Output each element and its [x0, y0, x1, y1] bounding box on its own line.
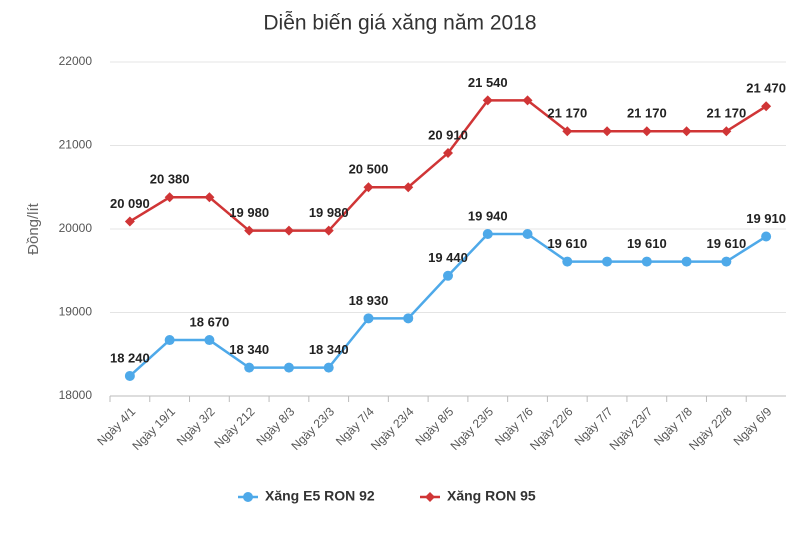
- value-label: 20 500: [349, 162, 389, 177]
- data-point: [244, 225, 255, 236]
- data-point: [641, 256, 652, 267]
- x-tick-label: Ngày 23/7: [607, 404, 656, 453]
- data-point: [164, 192, 175, 203]
- data-point: [363, 182, 374, 193]
- value-label: 18 340: [229, 342, 269, 357]
- data-point: [681, 126, 692, 137]
- x-tick-label: Ngày 6/9: [731, 404, 775, 448]
- data-point: [562, 126, 573, 137]
- value-label: 19 610: [706, 236, 746, 251]
- value-label: 19 980: [229, 205, 269, 220]
- data-point: [522, 229, 533, 240]
- data-point: [482, 229, 493, 240]
- data-point: [204, 335, 215, 346]
- value-label: 19 610: [547, 236, 587, 251]
- value-label: 21 170: [706, 106, 746, 121]
- value-label: 18 340: [309, 342, 349, 357]
- data-point: [283, 225, 294, 236]
- data-point: [562, 256, 573, 267]
- value-label: 21 170: [547, 106, 587, 121]
- y-axis-label: Đồng/lít: [25, 202, 42, 255]
- data-point: [482, 95, 493, 106]
- value-label: 18 240: [110, 350, 150, 365]
- value-label: 20 090: [110, 196, 150, 211]
- value-label: 19 940: [468, 208, 508, 223]
- value-label: 19 980: [309, 205, 349, 220]
- data-point: [323, 362, 334, 373]
- legend-label: Xăng E5 RON 92: [265, 488, 375, 504]
- legend-marker: [243, 492, 253, 502]
- data-point: [403, 313, 414, 324]
- legend-marker: [425, 492, 435, 502]
- x-tick-label: Ngày 23/3: [288, 404, 337, 453]
- data-point: [124, 370, 135, 381]
- value-label: 19 910: [746, 211, 786, 226]
- data-point: [124, 216, 135, 227]
- chart-title: Diễn biến giá xăng năm 2018: [263, 12, 536, 35]
- data-point: [204, 192, 215, 203]
- data-point: [681, 256, 692, 267]
- data-point: [761, 231, 772, 242]
- x-tick-label: Ngày 19/1: [129, 404, 178, 453]
- y-tick-label: 21000: [59, 138, 93, 152]
- data-point: [443, 148, 453, 159]
- x-tick-label: Ngày 212: [211, 404, 257, 450]
- value-label: 20 910: [428, 127, 468, 142]
- data-point: [602, 256, 613, 267]
- y-tick-label: 19000: [59, 305, 93, 319]
- value-label: 21 470: [746, 81, 786, 96]
- value-label: 20 380: [150, 172, 190, 187]
- data-point: [283, 362, 294, 373]
- value-label: 18 670: [190, 314, 230, 329]
- legend-label: Xăng RON 95: [447, 488, 536, 504]
- series-line: [129, 99, 767, 232]
- value-label: 21 540: [468, 75, 508, 90]
- value-label: 19 610: [627, 236, 667, 251]
- value-label: 21 170: [627, 106, 667, 121]
- data-point: [522, 95, 533, 106]
- data-point: [164, 335, 175, 346]
- data-point: [363, 313, 374, 324]
- x-tick-label: Ngày 23/5: [448, 404, 497, 453]
- data-point: [641, 126, 652, 137]
- value-label: 18 930: [349, 293, 389, 308]
- x-tick-label: Ngày 23/4: [368, 404, 417, 453]
- data-point: [403, 182, 414, 193]
- data-point: [323, 225, 334, 236]
- x-tick-label: Ngày 22/8: [686, 404, 735, 453]
- data-point: [761, 101, 772, 112]
- data-point: [721, 256, 732, 267]
- value-label: 19 440: [428, 250, 468, 265]
- y-tick-label: 18000: [59, 388, 93, 402]
- x-tick-label: Ngày 22/6: [527, 404, 576, 453]
- y-tick-label: 22000: [59, 54, 93, 68]
- data-point: [721, 126, 732, 137]
- data-point: [443, 270, 453, 281]
- y-tick-label: 20000: [59, 221, 93, 235]
- data-point: [602, 126, 613, 137]
- data-point: [244, 362, 255, 373]
